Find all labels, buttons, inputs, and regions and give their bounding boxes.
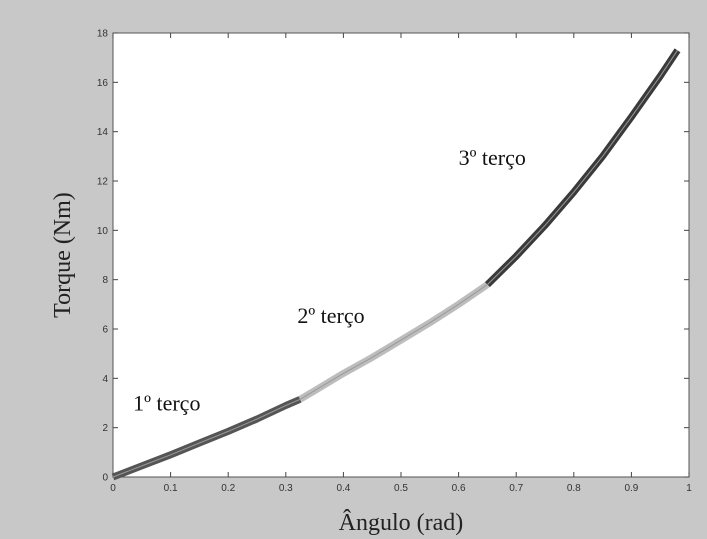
plot-area xyxy=(112,32,690,478)
x-tick-label-5: 0.5 xyxy=(394,483,408,494)
y-tick-label-4: 8 xyxy=(102,275,108,286)
annotation-layer: 1º terço 2º terço 3º terço xyxy=(133,145,526,415)
series-last-third-reference-line xyxy=(487,50,678,285)
y-tick-label-0: 0 xyxy=(102,473,108,484)
y-tick-label-5: 10 xyxy=(97,226,109,237)
x-tick-label-4: 0.4 xyxy=(336,483,350,494)
series-second-third-reference-line xyxy=(299,284,488,400)
x-tick-label-0: 0 xyxy=(110,483,116,494)
segment-annotation-1: 2º terço xyxy=(297,303,364,328)
x-tick-label-10: 1 xyxy=(686,483,692,494)
segment-annotation-0: 1º terço xyxy=(133,390,200,415)
y-tick-label-3: 6 xyxy=(102,325,108,336)
x-tick-label-8: 0.8 xyxy=(567,483,581,494)
series-first-third-reference-line xyxy=(112,398,301,478)
x-tick-label-7: 0.7 xyxy=(509,483,523,494)
y-tick-label-2: 4 xyxy=(102,374,108,385)
x-tick-label-3: 0.3 xyxy=(279,483,293,494)
y-tick-label-1: 2 xyxy=(102,423,108,434)
y-tick-label-6: 12 xyxy=(97,177,109,188)
segment-annotation-2: 3º terço xyxy=(459,145,526,170)
x-axis-title: Ângulo (rad) xyxy=(339,510,464,536)
x-tick-label-2: 0.2 xyxy=(221,483,235,494)
x-tick-label-1: 0.1 xyxy=(164,483,178,494)
x-tick-label-9: 0.9 xyxy=(624,483,638,494)
y-tick-label-7: 14 xyxy=(97,127,109,138)
y-tick-label-9: 18 xyxy=(97,29,109,40)
series-layer xyxy=(111,48,681,481)
y-axis-title: Torque (Nm) xyxy=(50,192,76,318)
ticks-layer: 0 0.1 0.2 0.3 0.4 0.5 0.6 0.7 0.8 0.9 102468101214… xyxy=(97,29,692,495)
x-tick-label-6: 0.6 xyxy=(452,483,466,494)
y-tick-label-8: 16 xyxy=(97,78,109,89)
